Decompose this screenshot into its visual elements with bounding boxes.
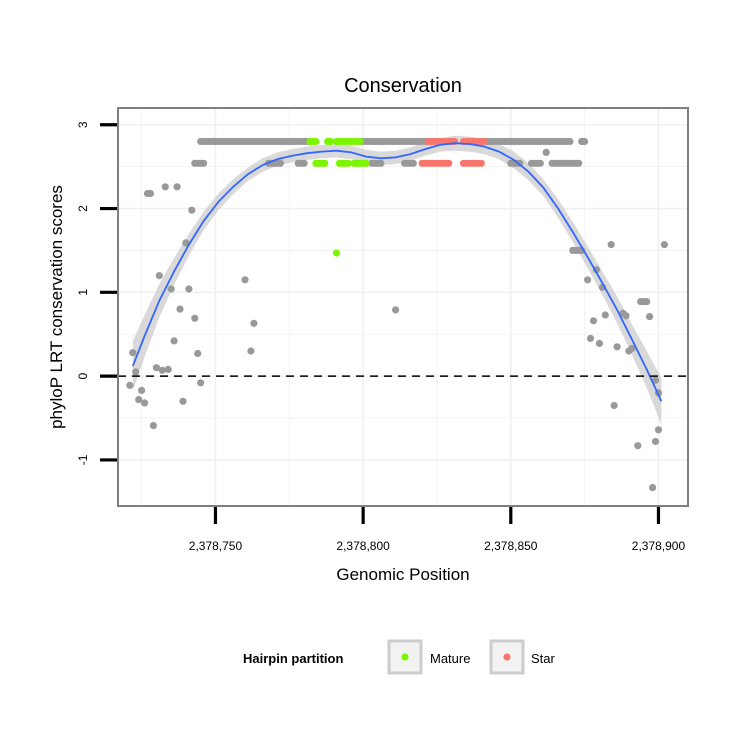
- point-other: [170, 337, 178, 345]
- x-tick-label: 2,378,750: [189, 539, 243, 553]
- point-other: [194, 349, 202, 358]
- smooth-line: [131, 142, 663, 402]
- point-other: [250, 319, 258, 327]
- legend-key-star: [489, 639, 525, 675]
- point-other: [141, 399, 149, 407]
- point-other: [164, 365, 172, 373]
- x-tick-label: 2,378,900: [632, 539, 686, 553]
- point-mature: [312, 137, 320, 146]
- point-other: [392, 306, 400, 314]
- x-tick-label: 2,378,850: [484, 539, 538, 553]
- point-other: [613, 343, 621, 351]
- point-mature: [332, 249, 341, 257]
- point-mature: [344, 159, 352, 167]
- point-other: [191, 314, 199, 322]
- point-other: [149, 422, 157, 430]
- point-mature: [356, 137, 364, 146]
- point-other: [188, 206, 196, 214]
- point-other: [651, 376, 660, 384]
- point-other: [241, 276, 249, 284]
- point-other: [586, 334, 595, 342]
- plot-border: [117, 107, 689, 507]
- point-other: [135, 396, 143, 404]
- point-other: [185, 285, 193, 293]
- point-other: [595, 339, 604, 347]
- plot-area: [117, 107, 689, 507]
- y-tick-label: 2: [76, 205, 90, 212]
- x-axis: 2,378,750 2,378,800 2,378,850 2,378,900: [189, 507, 686, 553]
- point-mature: [321, 159, 329, 167]
- point-other: [651, 437, 660, 446]
- point-other: [129, 349, 137, 357]
- point-other: [646, 313, 654, 321]
- point-other: [155, 272, 163, 280]
- point-other: [409, 159, 417, 167]
- point-other: [158, 366, 166, 374]
- point-other: [610, 401, 618, 410]
- plot-panel: [118, 108, 688, 506]
- y-tick-label: 0: [76, 372, 90, 379]
- point-other: [575, 159, 583, 167]
- point-other: [566, 137, 574, 146]
- point-other: [649, 484, 657, 492]
- point-other: [138, 386, 146, 394]
- legend-mature-marker: [401, 653, 409, 661]
- point-other: [634, 442, 642, 450]
- y-tick-label: 1: [76, 289, 90, 296]
- point-other: [152, 364, 160, 372]
- x-tick-label: 2,378,800: [336, 539, 390, 553]
- legend-label-mature: Mature: [430, 651, 470, 666]
- point-other: [660, 241, 669, 249]
- legend-star-marker: [503, 653, 511, 661]
- point-other: [643, 298, 651, 306]
- point-other: [173, 183, 181, 191]
- point-other: [581, 137, 589, 146]
- point-other: [276, 159, 284, 167]
- point-other: [622, 312, 630, 320]
- point-other: [589, 317, 598, 325]
- point-other: [601, 311, 609, 319]
- point-other: [377, 159, 385, 167]
- point-other: [161, 183, 169, 191]
- point-other: [182, 239, 190, 247]
- point-other: [200, 159, 208, 167]
- point-other: [197, 379, 205, 387]
- y-tick-label: -1: [76, 454, 90, 465]
- point-mature: [362, 159, 370, 167]
- point-other: [654, 426, 663, 434]
- point-other: [179, 397, 187, 405]
- point-other: [584, 276, 592, 284]
- point-other: [628, 344, 636, 353]
- point-other: [300, 159, 308, 167]
- legend: Hairpin partition Mature Star: [243, 639, 556, 675]
- point-other: [146, 189, 155, 198]
- point-star: [480, 137, 488, 146]
- chart-title: Conservation: [344, 75, 462, 97]
- point-other: [176, 305, 184, 313]
- point-other: [132, 368, 140, 376]
- point-other: [167, 285, 175, 293]
- y-axis: -1 0 1 2 3: [76, 121, 117, 465]
- point-other: [542, 148, 550, 156]
- point-mature: [327, 137, 335, 146]
- y-tick-label: 3: [76, 121, 90, 128]
- point-other: [536, 159, 544, 167]
- y-axis-title: phyloP LRT conservation scores: [47, 185, 66, 429]
- point-star: [477, 159, 485, 167]
- legend-label-star: Star: [531, 651, 556, 666]
- points-layer: [126, 137, 669, 492]
- grid: [118, 108, 688, 506]
- point-other: [607, 241, 615, 249]
- legend-title: Hairpin partition: [243, 651, 343, 666]
- point-other: [247, 347, 255, 355]
- point-star: [445, 159, 453, 167]
- point-other: [126, 381, 134, 389]
- x-axis-title: Genomic Position: [336, 565, 469, 584]
- smooth-line-layer: [131, 142, 663, 402]
